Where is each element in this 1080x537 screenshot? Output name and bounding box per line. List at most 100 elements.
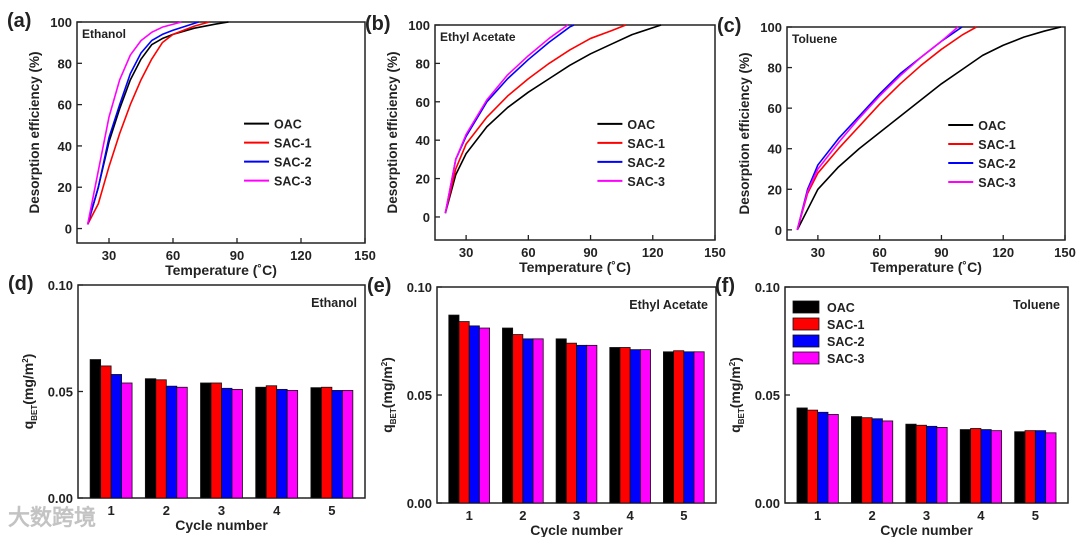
legend-swatch — [792, 300, 820, 314]
y-tick-label: 20 — [58, 180, 72, 195]
bar-sac-3-cycle-1 — [827, 414, 839, 504]
bar-sac-3-cycle-4 — [639, 349, 651, 504]
y-tick-label: 0.05 — [48, 385, 73, 400]
annotation: Ethanol — [82, 27, 126, 41]
y-tick-label: 0.05 — [407, 388, 432, 403]
bar-oac-cycle-1 — [796, 407, 808, 504]
x-tick-label: 3 — [573, 508, 580, 523]
legend-swatch — [792, 351, 820, 365]
bar-oac-cycle-1 — [89, 359, 102, 499]
legend-label: OAC — [827, 301, 855, 315]
y-tick-label: 0.00 — [407, 496, 432, 511]
legend-label: SAC-1 — [978, 138, 1016, 152]
bar-sac-1-cycle-5 — [673, 350, 685, 504]
x-tick-label: 30 — [102, 248, 116, 263]
y-tick-label: 20 — [768, 182, 782, 197]
series-line-sac-3 — [796, 26, 959, 231]
x-tick-label: 1 — [814, 508, 821, 523]
y-tick-label: 40 — [768, 142, 782, 157]
bar-sac-2-cycle-4 — [629, 349, 641, 504]
legend-label: SAC-1 — [827, 318, 865, 332]
legend-label: SAC-3 — [978, 176, 1016, 190]
panel-e: (e) 0.00 0.05 0.10 1 2 3 4 5 Ethyl Acetate Cycle n… — [367, 275, 717, 537]
panel-label: (e) — [367, 275, 391, 297]
x-tick-label: 2 — [519, 508, 526, 523]
y-axis-label: qBET(mg/m2) — [727, 357, 746, 433]
y-tick-label: 0.00 — [755, 496, 780, 511]
x-tick-label: 1 — [107, 503, 114, 518]
bar-sac-1-cycle-5 — [1024, 430, 1036, 504]
series-line-sac-1 — [796, 26, 977, 231]
annotation: Toluene — [792, 32, 837, 46]
x-tick-label: 60 — [521, 245, 535, 260]
annotation: Ethyl Acetate — [629, 298, 708, 312]
legend-label: SAC-3 — [274, 175, 312, 189]
panel-b: (b) 0 20 40 60 80 100 30 60 90 120 150 OAC SAC-1 SAC-2… — [365, 13, 726, 275]
y-tick-label: 20 — [416, 172, 430, 187]
panel-c: (c) 0 20 40 60 80 100 30 60 90 120 150 OAC SAC-1 SAC-2… — [717, 15, 1076, 275]
bar-oac-cycle-2 — [502, 327, 514, 504]
bar-sac-2-cycle-3 — [926, 425, 938, 504]
y-tick-label: 60 — [416, 95, 430, 110]
x-tick-label: 120 — [642, 245, 664, 260]
x-tick-label: 60 — [872, 245, 886, 260]
x-tick-label: 4 — [627, 508, 635, 523]
watermark: 大数跨境 — [8, 506, 97, 531]
bar-sac-1-cycle-2 — [861, 417, 873, 504]
bar-sac-2-cycle-5 — [683, 351, 695, 504]
plot-frame — [786, 26, 1066, 241]
x-axis-label: Temperature (˚C) — [519, 259, 631, 275]
bar-sac-3-cycle-2 — [882, 420, 894, 504]
bar-sac-2-cycle-1 — [110, 374, 123, 499]
legend-label: SAC-3 — [827, 352, 865, 366]
bar-oac-cycle-1 — [448, 314, 460, 504]
x-tick-label: 5 — [1032, 508, 1039, 523]
y-tick-label: 80 — [416, 56, 430, 71]
x-tick-label: 4 — [977, 508, 985, 523]
x-tick-label: 4 — [273, 503, 281, 518]
bar-sac-1-cycle-4 — [265, 385, 278, 499]
panel-a: (a) 0 20 40 60 80 100 30 60 90 120 150 OAC SAC-1 SAC-2… — [7, 10, 376, 278]
x-tick-label: 150 — [1054, 245, 1076, 260]
legend-swatch — [792, 334, 820, 348]
panel-label: (a) — [7, 10, 31, 32]
bar-oac-cycle-4 — [609, 347, 621, 504]
bar-sac-1-cycle-2 — [512, 334, 524, 504]
bar-sac-2-cycle-5 — [331, 390, 343, 499]
bar-sac-1-cycle-5 — [320, 386, 333, 499]
legend-label: SAC-2 — [827, 335, 865, 349]
y-tick-label: 80 — [58, 56, 72, 71]
x-axis-label: Temperature (˚C) — [165, 262, 277, 278]
bar-sac-3-cycle-5 — [693, 351, 705, 504]
bar-oac-cycle-3 — [200, 382, 212, 499]
bar-sac-3-cycle-2 — [176, 386, 188, 499]
bar-oac-cycle-5 — [1014, 431, 1026, 504]
plot-frame — [76, 21, 366, 244]
x-tick-label: 120 — [992, 245, 1014, 260]
y-tick-label: 0.10 — [407, 280, 432, 295]
x-tick-label: 90 — [934, 245, 948, 260]
legend-label: SAC-1 — [274, 137, 312, 151]
x-tick-label: 30 — [811, 245, 825, 260]
bar-sac-2-cycle-4 — [980, 429, 992, 504]
bar-oac-cycle-4 — [255, 386, 267, 499]
bar-sac-2-cycle-3 — [221, 387, 233, 499]
series-line-sac-1 — [86, 21, 210, 225]
series-line-oac — [86, 21, 229, 225]
series-line-oac — [444, 24, 662, 214]
bar-sac-3-cycle-3 — [936, 426, 948, 504]
series-line-sac-1 — [444, 24, 627, 214]
bar-sac-1-cycle-1 — [806, 409, 819, 504]
legend-label: OAC — [978, 119, 1006, 133]
y-tick-label: 0.00 — [48, 491, 73, 506]
series-line-oac — [796, 26, 1062, 231]
bar-oac-cycle-2 — [850, 416, 863, 504]
bar-sac-2-cycle-5 — [1034, 430, 1047, 504]
legend-label: SAC-2 — [978, 157, 1016, 171]
annotation: Toluene — [1013, 298, 1060, 312]
bar-sac-2-cycle-2 — [165, 385, 178, 499]
x-tick-label: 150 — [704, 245, 726, 260]
x-tick-label: 90 — [583, 245, 597, 260]
panel-label: (f) — [715, 275, 735, 297]
legend-label: SAC-1 — [627, 137, 665, 151]
